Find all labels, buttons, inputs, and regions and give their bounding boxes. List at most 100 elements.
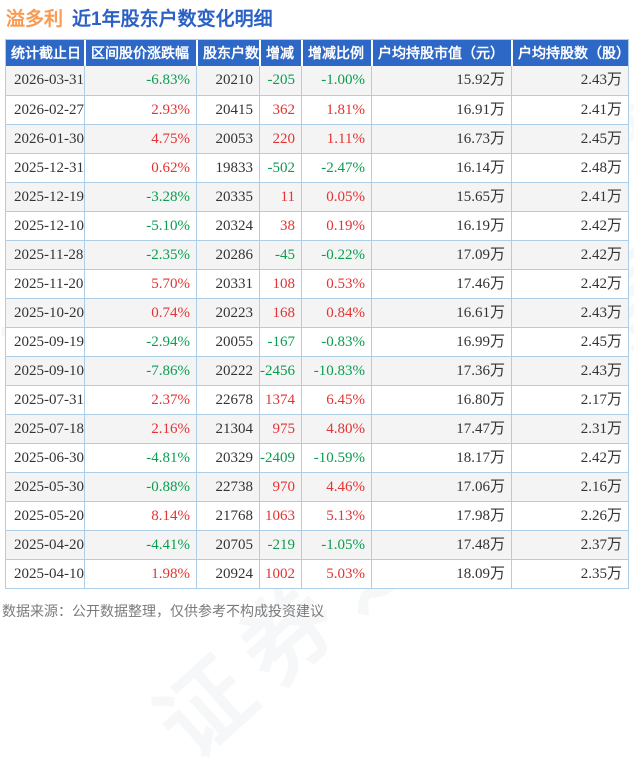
holder-count-cell: 20286 — [196, 241, 259, 269]
table-row: 2025-07-18 2.16% 21304 975 4.80% 17.47万 2.31万 — [6, 414, 628, 443]
change-ratio-cell: 5.03% — [301, 560, 371, 588]
change-cell: -219 — [259, 531, 301, 559]
change-ratio-cell: -1.00% — [301, 66, 371, 95]
table-row: 2026-02-27 2.93% 20415 362 1.81% 16.91万 2.41万 — [6, 95, 628, 124]
price-change-cell: 5.70% — [84, 270, 196, 298]
table-row: 2025-06-30 -4.81% 20329 -2409 -10.59% 18.17万 2… — [6, 443, 628, 472]
avg-market-value-cell: 17.46万 — [371, 270, 511, 298]
change-cell: 220 — [259, 125, 301, 153]
change-cell: 38 — [259, 212, 301, 240]
date-cell: 2025-06-30 — [14, 450, 84, 466]
avg-market-value-cell: 17.36万 — [371, 357, 511, 385]
price-change-cell: -4.41% — [84, 531, 196, 559]
date-cell: 2025-07-18 — [14, 421, 84, 437]
price-change-cell: 8.14% — [84, 502, 196, 530]
col-header-change-ratio: 增减比例 — [301, 40, 371, 66]
change-cell: 168 — [259, 299, 301, 327]
change-cell: 1063 — [259, 502, 301, 530]
avg-shares-cell: 2.43万 — [511, 357, 628, 385]
date-cell: 2025-10-20 — [14, 305, 84, 321]
table-row: 2025-12-10 -5.10% 20324 38 0.19% 16.19万 2.42万 — [6, 211, 628, 240]
avg-market-value-cell: 17.06万 — [371, 473, 511, 501]
holder-count-cell: 20210 — [196, 66, 259, 95]
table-row: 2025-04-10 1.98% 20924 1002 5.03% 18.09万 2.35万 — [6, 559, 628, 588]
avg-shares-cell: 2.37万 — [511, 531, 628, 559]
date-cell: 2025-12-10 — [14, 218, 84, 234]
avg-market-value-cell: 15.65万 — [371, 183, 511, 211]
avg-shares-cell: 2.31万 — [511, 415, 628, 443]
holder-count-cell: 20222 — [196, 357, 259, 385]
change-ratio-cell: -0.83% — [301, 328, 371, 356]
price-change-cell: -2.94% — [84, 328, 196, 356]
change-ratio-cell: 1.11% — [301, 125, 371, 153]
change-ratio-cell: 0.84% — [301, 299, 371, 327]
change-cell: -167 — [259, 328, 301, 356]
avg-shares-cell: 2.16万 — [511, 473, 628, 501]
price-change-cell: -6.83% — [84, 66, 196, 95]
price-change-cell: -0.88% — [84, 473, 196, 501]
avg-market-value-cell: 16.14万 — [371, 154, 511, 182]
avg-market-value-cell: 17.09万 — [371, 241, 511, 269]
change-cell: 362 — [259, 96, 301, 124]
holder-count-cell: 20924 — [196, 560, 259, 588]
table-body: 2026-03-31 -6.83% 20210 -205 -1.00% 15.92万 2.4… — [6, 66, 628, 588]
change-cell: -2409 — [259, 444, 301, 472]
holder-count-cell: 20223 — [196, 299, 259, 327]
shareholder-change-table: 统计截止日 区间股价涨跌幅 股东户数 增减 增减比例 户均持股市值（元） 户均持股数（股） … — [5, 39, 629, 589]
price-change-cell: 2.93% — [84, 96, 196, 124]
change-ratio-cell: 1.81% — [301, 96, 371, 124]
change-cell: -2456 — [259, 357, 301, 385]
title-text: 近1年股东户数变化明细 — [72, 9, 273, 30]
change-cell: -205 — [259, 66, 301, 95]
change-ratio-cell: 4.80% — [301, 415, 371, 443]
holder-count-cell: 21304 — [196, 415, 259, 443]
avg-shares-cell: 2.17万 — [511, 386, 628, 414]
change-ratio-cell: 4.46% — [301, 473, 371, 501]
price-change-cell: -4.81% — [84, 444, 196, 472]
holder-count-cell: 19833 — [196, 154, 259, 182]
avg-shares-cell: 2.41万 — [511, 183, 628, 211]
change-cell: -502 — [259, 154, 301, 182]
date-cell: 2025-09-19 — [14, 334, 84, 350]
table-row: 2025-04-20 -4.41% 20705 -219 -1.05% 17.48万 2.3… — [6, 530, 628, 559]
avg-market-value-cell: 17.47万 — [371, 415, 511, 443]
change-ratio-cell: -10.59% — [301, 444, 371, 472]
change-cell: 11 — [259, 183, 301, 211]
table-row: 2025-11-28 -2.35% 20286 -45 -0.22% 17.09万 2.42… — [6, 240, 628, 269]
change-ratio-cell: -0.22% — [301, 241, 371, 269]
change-cell: 975 — [259, 415, 301, 443]
holder-count-cell: 20324 — [196, 212, 259, 240]
avg-shares-cell: 2.26万 — [511, 502, 628, 530]
data-source-note: 数据来源：公开数据整理，仅供参考不构成投资建议 — [2, 603, 324, 619]
holder-count-cell: 20331 — [196, 270, 259, 298]
avg-shares-cell: 2.45万 — [511, 328, 628, 356]
table-row: 2025-07-31 2.37% 22678 1374 6.45% 16.80万 2.17万 — [6, 385, 628, 414]
price-change-cell: -3.28% — [84, 183, 196, 211]
col-header-change: 增减 — [259, 40, 301, 66]
date-cell: 2026-01-30 — [14, 131, 84, 147]
holder-count-cell: 20415 — [196, 96, 259, 124]
avg-market-value-cell: 17.48万 — [371, 531, 511, 559]
change-ratio-cell: 6.45% — [301, 386, 371, 414]
table-row: 2025-10-20 0.74% 20223 168 0.84% 16.61万 2.43万 — [6, 298, 628, 327]
price-change-cell: 0.62% — [84, 154, 196, 182]
table-row: 2025-05-20 8.14% 21768 1063 5.13% 17.98万 2.26万 — [6, 501, 628, 530]
avg-shares-cell: 2.43万 — [511, 299, 628, 327]
holder-count-cell: 22738 — [196, 473, 259, 501]
holder-count-cell: 20053 — [196, 125, 259, 153]
change-cell: 1002 — [259, 560, 301, 588]
date-cell: 2025-12-19 — [14, 189, 84, 205]
avg-market-value-cell: 15.92万 — [371, 66, 511, 95]
date-cell: 2025-05-30 — [14, 479, 84, 495]
price-change-cell: -5.10% — [84, 212, 196, 240]
table-row: 2025-12-19 -3.28% 20335 11 0.05% 15.65万 2.41万 — [6, 182, 628, 211]
col-header-avg-shares: 户均持股数（股） — [511, 40, 628, 66]
change-cell: 970 — [259, 473, 301, 501]
avg-shares-cell: 2.35万 — [511, 560, 628, 588]
date-cell: 2025-11-20 — [14, 276, 84, 292]
holder-count-cell: 20055 — [196, 328, 259, 356]
date-cell: 2025-09-10 — [14, 363, 84, 379]
holder-count-cell: 20329 — [196, 444, 259, 472]
change-ratio-cell: -2.47% — [301, 154, 371, 182]
change-ratio-cell: 0.53% — [301, 270, 371, 298]
